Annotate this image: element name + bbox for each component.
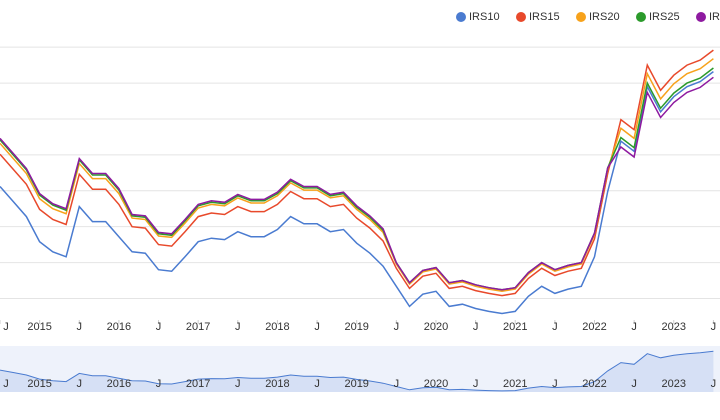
navigator-tick-label: J	[552, 378, 558, 390]
legend-marker	[696, 12, 706, 22]
x-tick-label: 2016	[107, 321, 131, 333]
x-tick-label: 2017	[186, 321, 210, 333]
x-tick-label: J	[156, 321, 162, 333]
x-tick-label: J	[552, 321, 558, 333]
navigator-tick-label: 2019	[344, 378, 368, 390]
navigator-tick-label: J	[3, 378, 9, 390]
x-tick-label: J	[631, 321, 637, 333]
legend-marker	[636, 12, 646, 22]
navigator-tick-label: J	[314, 378, 320, 390]
navigator-area	[0, 351, 714, 392]
x-tick-label: J	[314, 321, 320, 333]
navigator-tick-label: J	[235, 378, 241, 390]
x-tick-label: 2019	[344, 321, 368, 333]
navigator-tick-label: 2017	[186, 378, 210, 390]
x-tick-label: 2023	[662, 321, 686, 333]
legend-label: IRS20	[589, 11, 620, 23]
navigator-tick-label: 2022	[582, 378, 606, 390]
navigator-tick-label: 2021	[503, 378, 527, 390]
x-tick-label: 2022	[582, 321, 606, 333]
legend-label: IRS25	[649, 11, 680, 23]
series-line	[0, 71, 714, 315]
navigator-tick-label: 2020	[424, 378, 448, 390]
x-tick-label: 2020	[424, 321, 448, 333]
series-line	[0, 49, 714, 297]
x-tick-label: J	[394, 321, 400, 333]
x-tick-label: 2018	[265, 321, 289, 333]
x-tick-label: J	[711, 321, 717, 333]
legend: IRS10 IRS15 IRS20 IRS25 IRS30	[456, 11, 720, 23]
x-tick-label: 2015	[27, 321, 51, 333]
legend-marker	[516, 12, 526, 22]
x-tick-label: J	[3, 321, 9, 333]
navigator-tick-label: 2018	[265, 378, 289, 390]
x-tick-label: 2021	[503, 321, 527, 333]
navigator-tick-label: J	[473, 378, 479, 390]
legend-label: IRS15	[529, 11, 560, 23]
legend-marker	[456, 12, 466, 22]
navigator-tick-label: J	[394, 378, 400, 390]
legend-marker	[576, 12, 586, 22]
navigator-tick-label: J	[156, 378, 162, 390]
navigator-tick-label: J	[77, 378, 83, 390]
legend-label: IRS10	[469, 11, 500, 23]
x-tick-label: J	[235, 321, 241, 333]
navigator-tick-label: 2023	[662, 378, 686, 390]
navigator-line	[0, 350, 714, 392]
legend-label: IRS30	[709, 11, 720, 23]
navigator-tick-label: J	[711, 378, 717, 390]
navigator-tick-label: J	[631, 378, 637, 390]
series-line	[0, 76, 714, 291]
x-tick-label: J	[473, 321, 479, 333]
navigator-tick-label: 2016	[107, 378, 131, 390]
navigator-tick-label: 2015	[27, 378, 51, 390]
x-tick-label: J	[77, 321, 83, 333]
